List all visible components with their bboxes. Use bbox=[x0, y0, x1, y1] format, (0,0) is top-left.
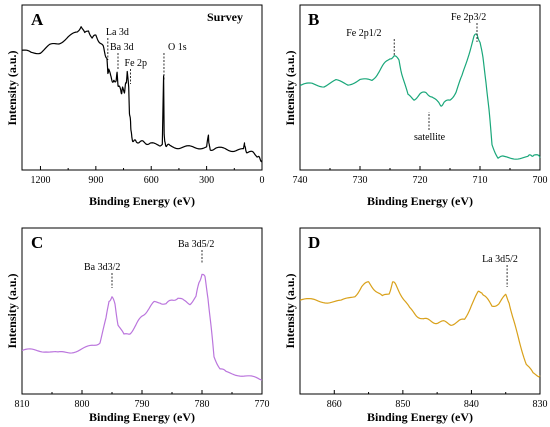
annotation-label: Ba 3d5/2 bbox=[178, 239, 214, 250]
x-tick-label: 790 bbox=[135, 399, 150, 410]
panel-d-series-line bbox=[299, 281, 541, 378]
annotation-label: Ba 3d3/2 bbox=[84, 262, 120, 273]
panel-a-title: Survey bbox=[207, 10, 243, 24]
x-tick-label: 770 bbox=[255, 399, 270, 410]
panel-c-x-ticks: 810 800 790 780 770 bbox=[15, 390, 270, 410]
panel-c-ba3d: C 810 800 790 780 770 Ba 3d3/2 Ba 3d5/2 Bindi… bbox=[5, 227, 270, 424]
panel-a-survey: A Survey 1200 900 600 300 0 La 3d Ba 3d Fe 2p O… bbox=[5, 4, 265, 208]
x-tick-label: 740 bbox=[293, 175, 308, 186]
x-tick-label: 730 bbox=[353, 175, 368, 186]
x-tick-label: 1200 bbox=[30, 175, 50, 186]
annotation-label: La 3d bbox=[106, 27, 129, 38]
panel-a-x-ticks: 1200 900 600 300 0 bbox=[30, 166, 265, 186]
annotation-label: Fe 2p1/2 bbox=[346, 28, 381, 39]
panel-a-ylabel: Intensity (a.u.) bbox=[5, 50, 19, 125]
panel-a-spectrum bbox=[21, 26, 263, 163]
x-tick-label: 850 bbox=[395, 399, 410, 410]
panel-b-xlabel: Binding Energy (eV) bbox=[367, 194, 473, 208]
panel-a-letter: A bbox=[31, 10, 44, 29]
panel-d-frame bbox=[299, 227, 541, 395]
annotation-label: Fe 2p3/2 bbox=[451, 12, 486, 23]
annotation-label: La 3d5/2 bbox=[482, 254, 518, 265]
panel-d-annotations: La 3d5/2 bbox=[482, 254, 518, 287]
panel-c-series-line bbox=[21, 273, 263, 381]
annotation-label: O 1s bbox=[168, 42, 187, 53]
x-tick-label: 800 bbox=[75, 399, 90, 410]
panel-d-x-ticks: 860 850 840 830 bbox=[327, 390, 548, 410]
panel-b-frame bbox=[299, 4, 541, 171]
panel-c-spectrum bbox=[21, 273, 263, 381]
panel-c-ylabel: Intensity (a.u.) bbox=[5, 273, 19, 348]
x-tick-label: 710 bbox=[473, 175, 488, 186]
x-tick-label: 600 bbox=[144, 175, 159, 186]
panel-b-series-line bbox=[299, 33, 541, 160]
panel-b-letter: B bbox=[308, 10, 319, 29]
panel-d-letter: D bbox=[308, 233, 320, 252]
x-tick-label: 900 bbox=[88, 175, 103, 186]
panel-b-fe2p: B 740 730 720 710 700 Fe 2p1/2 Fe 2p3/2 satell… bbox=[283, 4, 548, 208]
panel-c-xlabel: Binding Energy (eV) bbox=[89, 410, 195, 424]
annotation-label: satellite bbox=[414, 132, 446, 143]
annotation-label: Fe 2p bbox=[125, 58, 148, 69]
x-tick-label: 830 bbox=[533, 399, 548, 410]
panel-c-letter: C bbox=[31, 233, 43, 252]
panel-a-annotations: La 3d Ba 3d Fe 2p O 1s bbox=[106, 27, 187, 84]
panel-b-annotations: Fe 2p1/2 Fe 2p3/2 satellite bbox=[346, 12, 486, 143]
panel-d-spectrum bbox=[299, 281, 541, 378]
panel-b-x-ticks: 740 730 720 710 700 bbox=[293, 166, 548, 186]
x-tick-label: 840 bbox=[464, 399, 479, 410]
panel-c-annotations: Ba 3d3/2 Ba 3d5/2 bbox=[84, 239, 214, 288]
x-tick-label: 860 bbox=[327, 399, 342, 410]
x-tick-label: 0 bbox=[260, 175, 265, 186]
x-tick-label: 720 bbox=[413, 175, 428, 186]
panel-a-frame bbox=[21, 4, 263, 171]
x-tick-label: 810 bbox=[15, 399, 30, 410]
panel-d-la3d: D 860 850 840 830 La 3d5/2 Binding Energy (… bbox=[283, 227, 548, 424]
x-tick-label: 780 bbox=[195, 399, 210, 410]
panel-d-ylabel: Intensity (a.u.) bbox=[283, 273, 297, 348]
panel-a-xlabel: Binding Energy (eV) bbox=[89, 194, 195, 208]
panel-d-xlabel: Binding Energy (eV) bbox=[367, 410, 473, 424]
panel-a-series-line bbox=[21, 26, 263, 163]
panel-b-spectrum bbox=[299, 33, 541, 160]
annotation-label: Ba 3d bbox=[110, 42, 134, 53]
x-tick-label: 700 bbox=[533, 175, 548, 186]
panel-b-ylabel: Intensity (a.u.) bbox=[283, 50, 297, 125]
panel-c-frame bbox=[21, 227, 263, 395]
x-tick-label: 300 bbox=[199, 175, 214, 186]
